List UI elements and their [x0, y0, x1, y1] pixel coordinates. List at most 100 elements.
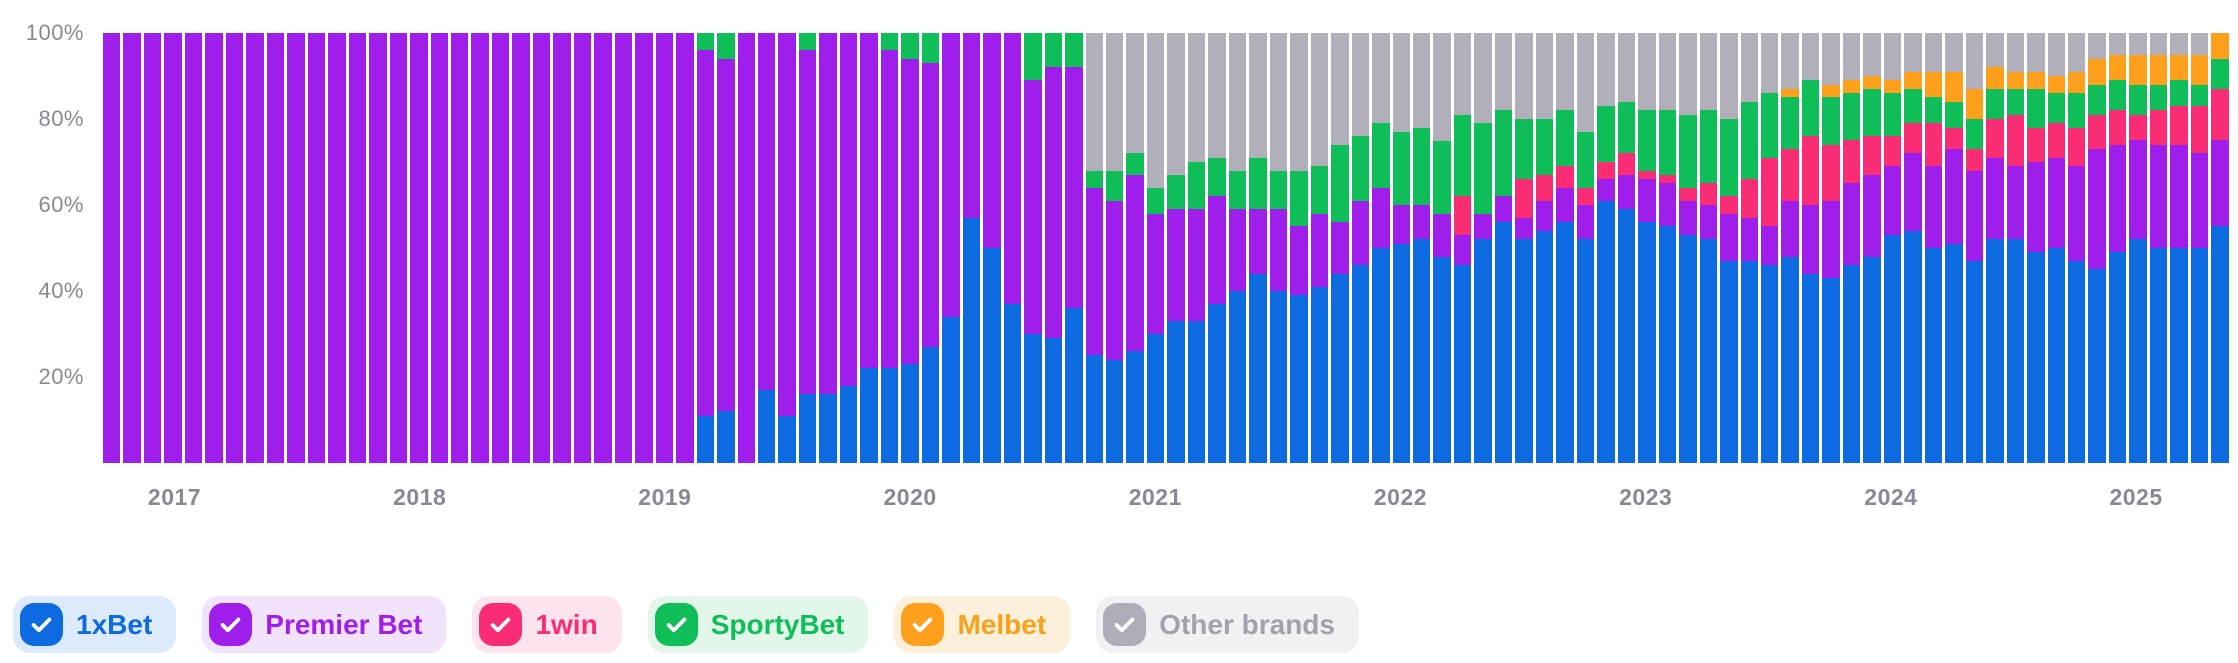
bar-2024-09[interactable] — [2047, 33, 2065, 463]
bar-2022-08[interactable] — [1535, 33, 1554, 463]
bar-2022-05[interactable] — [1474, 33, 1492, 463]
segment-other-brands[interactable] — [2088, 33, 2106, 59]
segment-premier-bet[interactable] — [758, 33, 776, 390]
segment-1win[interactable] — [2047, 123, 2065, 158]
checkbox-other-brands[interactable] — [1103, 603, 1147, 646]
segment-premier-bet[interactable] — [1597, 179, 1615, 201]
segment-premier-bet[interactable] — [1699, 204, 1718, 240]
segment-other-brands[interactable] — [1617, 33, 1636, 102]
segment-1xbet[interactable] — [2088, 269, 2106, 463]
segment-1xbet[interactable] — [901, 364, 919, 463]
segment-sportybet[interactable] — [1372, 123, 1390, 188]
segment-sportybet[interactable] — [1556, 110, 1574, 167]
segment-1xbet[interactable] — [1515, 239, 1533, 463]
bar-2024-03[interactable] — [1924, 33, 1943, 463]
segment-sportybet[interactable] — [1924, 97, 1943, 124]
segment-other-brands[interactable] — [1228, 33, 1247, 171]
segment-other-brands[interactable] — [1187, 33, 1206, 162]
bar-2019-10[interactable] — [839, 33, 858, 463]
segment-sportybet[interactable] — [1617, 101, 1636, 154]
segment-other-brands[interactable] — [1372, 33, 1390, 124]
segment-sportybet[interactable] — [1044, 33, 1063, 68]
segment-sportybet[interactable] — [1290, 170, 1308, 227]
bar-2018-03[interactable] — [450, 33, 469, 463]
segment-melbet[interactable] — [2190, 54, 2209, 85]
bar-2020-12[interactable] — [1126, 33, 1144, 463]
segment-premier-bet[interactable] — [1044, 67, 1063, 339]
segment-other-brands[interactable] — [2047, 33, 2065, 76]
segment-1xbet[interactable] — [1822, 278, 1840, 463]
bar-2021-03[interactable] — [1187, 33, 1206, 463]
bar-2018-07[interactable] — [532, 33, 551, 463]
bar-2024-05[interactable] — [1965, 33, 1984, 463]
segment-sportybet[interactable] — [1126, 153, 1144, 175]
segment-1win[interactable] — [1597, 161, 1615, 180]
bar-2016-12[interactable] — [143, 33, 162, 463]
segment-sportybet[interactable] — [717, 33, 735, 59]
segment-sportybet[interactable] — [1986, 88, 2004, 119]
segment-1xbet[interactable] — [2047, 247, 2065, 463]
segment-sportybet[interactable] — [1024, 33, 1042, 81]
segment-1xbet[interactable] — [1167, 321, 1185, 463]
segment-1xbet[interactable] — [1208, 303, 1226, 463]
segment-sportybet[interactable] — [2211, 58, 2229, 89]
segment-other-brands[interactable] — [1290, 33, 1308, 171]
segment-premier-bet[interactable] — [676, 33, 694, 463]
segment-premier-bet[interactable] — [1146, 213, 1165, 334]
segment-premier-bet[interactable] — [1290, 226, 1308, 296]
bar-2025-03[interactable] — [2170, 33, 2188, 463]
segment-premier-bet[interactable] — [983, 33, 1001, 248]
segment-other-brands[interactable] — [1392, 33, 1410, 132]
segment-other-brands[interactable] — [1413, 33, 1431, 128]
segment-premier-bet[interactable] — [798, 50, 817, 395]
segment-1win[interactable] — [2149, 110, 2168, 145]
segment-other-brands[interactable] — [1597, 33, 1615, 107]
segment-premier-bet[interactable] — [1842, 183, 1861, 266]
segment-sportybet[interactable] — [1249, 157, 1267, 210]
segment-1xbet[interactable] — [1597, 200, 1615, 463]
segment-1win[interactable] — [1638, 170, 1656, 180]
bar-2023-12[interactable] — [1863, 33, 1881, 463]
segment-1xbet[interactable] — [1249, 273, 1267, 463]
segment-other-brands[interactable] — [1699, 33, 1718, 111]
segment-melbet[interactable] — [1781, 88, 1799, 98]
segment-other-brands[interactable] — [1249, 33, 1267, 158]
bar-2016-11[interactable] — [123, 33, 141, 463]
segment-premier-bet[interactable] — [2006, 166, 2025, 240]
segment-other-brands[interactable] — [1556, 33, 1574, 111]
segment-1xbet[interactable] — [962, 217, 981, 463]
segment-other-brands[interactable] — [1945, 33, 1963, 72]
segment-melbet[interactable] — [2129, 54, 2147, 85]
segment-premier-bet[interactable] — [1760, 226, 1779, 266]
segment-sportybet[interactable] — [1699, 110, 1718, 184]
bar-2020-11[interactable] — [1105, 33, 1124, 463]
segment-sportybet[interactable] — [1658, 110, 1677, 175]
segment-sportybet[interactable] — [1208, 157, 1226, 197]
segment-other-brands[interactable] — [1085, 33, 1103, 171]
segment-premier-bet[interactable] — [1228, 209, 1247, 291]
segment-premier-bet[interactable] — [635, 33, 653, 463]
segment-premier-bet[interactable] — [2129, 140, 2147, 240]
segment-premier-bet[interactable] — [246, 33, 264, 463]
bar-2024-11[interactable] — [2088, 33, 2106, 463]
segment-sportybet[interactable] — [1105, 170, 1124, 201]
segment-premier-bet[interactable] — [450, 33, 469, 463]
segment-sportybet[interactable] — [1167, 174, 1185, 210]
segment-1xbet[interactable] — [1331, 273, 1349, 463]
segment-sportybet[interactable] — [1597, 106, 1615, 162]
segment-sportybet[interactable] — [1146, 187, 1165, 214]
bar-2020-04[interactable] — [962, 33, 981, 463]
segment-premier-bet[interactable] — [2149, 144, 2168, 248]
segment-other-brands[interactable] — [1208, 33, 1226, 158]
segment-premier-bet[interactable] — [942, 33, 960, 317]
segment-premier-bet[interactable] — [819, 33, 837, 395]
segment-premier-bet[interactable] — [471, 33, 489, 463]
segment-melbet[interactable] — [1924, 71, 1943, 98]
segment-1win[interactable] — [1720, 196, 1738, 214]
segment-1xbet[interactable] — [983, 248, 1001, 463]
segment-premier-bet[interactable] — [1453, 235, 1472, 266]
bar-2025-02[interactable] — [2149, 33, 2168, 463]
segment-premier-bet[interactable] — [1392, 204, 1410, 244]
segment-melbet[interactable] — [1965, 88, 1984, 119]
segment-1xbet[interactable] — [1290, 295, 1308, 463]
